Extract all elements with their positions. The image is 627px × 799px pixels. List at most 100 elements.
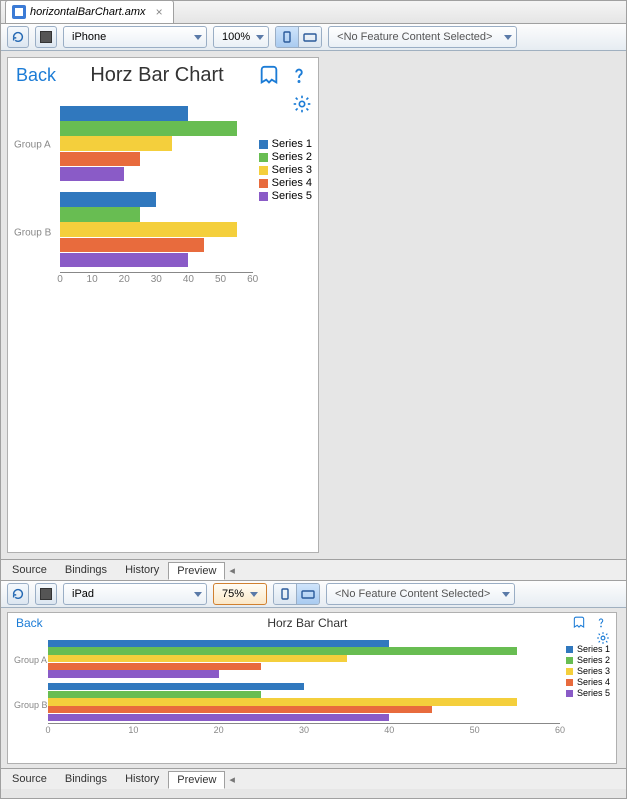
editor-tabbar: horizontalBarChart.amx × [1,1,626,24]
stop-button[interactable] [35,26,57,48]
feature-label: <No Feature Content Selected> [335,588,490,600]
group-label: Group A [14,655,47,665]
chart-bar [48,698,517,705]
chart-bar [60,121,237,136]
x-tick-label: 30 [151,274,162,285]
editor-tab-source[interactable]: Source [3,770,56,788]
x-tick-label: 0 [45,725,50,735]
editor-tab-source[interactable]: Source [3,561,56,579]
feature-select[interactable]: <No Feature Content Selected> [326,583,515,605]
settings-gear-wrap [292,94,312,117]
x-tick-label: 0 [57,274,63,285]
zoom-label: 100% [222,31,250,43]
preview-toolbar: iPad 75% <No Feature Content Selected> [1,581,626,608]
chart-bar [48,714,389,721]
chevron-down-icon [194,35,202,40]
legend-swatch [259,153,268,162]
legend-swatch [566,668,573,675]
editor-tab-preview[interactable]: Preview [168,771,225,789]
legend-swatch [566,657,573,664]
legend-swatch [259,140,268,149]
legend-item: Series 5 [566,688,610,698]
legend-item: Series 3 [259,164,312,176]
bookmark-icon[interactable] [258,65,280,87]
chart-bar [60,136,172,151]
orientation-toggle [273,583,320,605]
bookmark-icon[interactable] [572,616,586,630]
orientation-toggle [275,26,322,48]
chart-bar [48,647,517,654]
editor-bottom-tabs: SourceBindingsHistoryPreview ◂ [1,559,626,580]
legend-swatch [566,646,573,653]
feature-label: <No Feature Content Selected> [337,31,492,43]
help-icon[interactable] [594,616,608,630]
help-icon[interactable] [288,65,310,87]
back-button[interactable]: Back [16,616,43,630]
legend-label: Series 4 [272,177,312,189]
file-tab[interactable]: horizontalBarChart.amx × [5,0,174,23]
device-select[interactable]: iPad [63,583,207,605]
editor-tab-bindings[interactable]: Bindings [56,561,116,579]
chevron-down-icon [504,35,512,40]
refresh-button[interactable] [7,583,29,605]
x-tick-label: 50 [470,725,480,735]
x-tick-label: 20 [119,274,130,285]
refresh-button[interactable] [7,26,29,48]
editor-tab-history[interactable]: History [116,770,168,788]
feature-select[interactable]: <No Feature Content Selected> [328,26,517,48]
preview-pane-phone: iPhone 100% <No Feature Content Selected… [1,24,626,581]
back-button[interactable]: Back [16,65,56,86]
device-select-label: iPhone [72,31,106,43]
gear-icon[interactable] [292,94,312,114]
portrait-button[interactable] [276,27,298,47]
chart-bar [60,222,237,237]
legend-label: Series 3 [577,666,610,676]
header-icons [258,65,310,87]
screen-header: Back Horz Bar Chart [8,613,616,633]
chart-bar [60,152,140,167]
legend-label: Series 2 [272,151,312,163]
stop-button[interactable] [35,583,57,605]
tab-scroll-icon[interactable]: ◂ [229,773,235,786]
x-tick-label: 10 [128,725,138,735]
legend-item: Series 2 [566,655,610,665]
group-label: Group A [14,140,51,151]
x-tick-label: 40 [384,725,394,735]
editor-bottom-tabs: SourceBindingsHistoryPreview ◂ [1,768,626,789]
editor-tab-bindings[interactable]: Bindings [56,770,116,788]
screen-header: Back Horz Bar Chart [8,58,318,93]
x-tick-label: 60 [247,274,258,285]
zoom-select[interactable]: 100% [213,26,269,48]
tab-scroll-icon[interactable]: ◂ [229,564,235,577]
legend-item: Series 2 [259,151,312,163]
chart-legend: Series 1Series 2Series 3Series 4Series 5 [566,633,610,738]
legend-swatch [259,166,268,175]
gear-icon[interactable] [596,631,610,645]
close-icon[interactable]: × [156,5,163,19]
zoom-select[interactable]: 75% [213,583,267,605]
zoom-label: 75% [222,588,244,600]
legend-label: Series 3 [272,164,312,176]
page-title: Horz Bar Chart [90,64,223,87]
device-frame-ipad: Back Horz Bar Chart Group AGroup B010203… [7,612,617,764]
x-tick-label: 30 [299,725,309,735]
portrait-button[interactable] [274,584,296,604]
settings-gear-wrap [596,631,610,648]
editor-tab-preview[interactable]: Preview [168,562,225,580]
preview-area: Back Horz Bar Chart Group AGroup B010203… [1,57,626,553]
x-tick-label: 60 [555,725,565,735]
chart-bar [48,670,219,677]
preview-pane-ipad: iPad 75% <No Feature Content Selected> B… [1,581,626,789]
chart-bar [48,691,261,698]
chart-bar [60,167,124,182]
device-select[interactable]: iPhone [63,26,207,48]
chart-plot-area: Group AGroup B0102030405060 [14,633,560,738]
landscape-button[interactable] [296,584,319,604]
landscape-button[interactable] [298,27,321,47]
group-label: Group B [14,700,48,710]
legend-label: Series 5 [272,190,312,202]
x-tick-label: 10 [87,274,98,285]
legend-swatch [566,679,573,686]
editor-tab-history[interactable]: History [116,561,168,579]
preview-toolbar: iPhone 100% <No Feature Content Selected… [1,24,626,51]
